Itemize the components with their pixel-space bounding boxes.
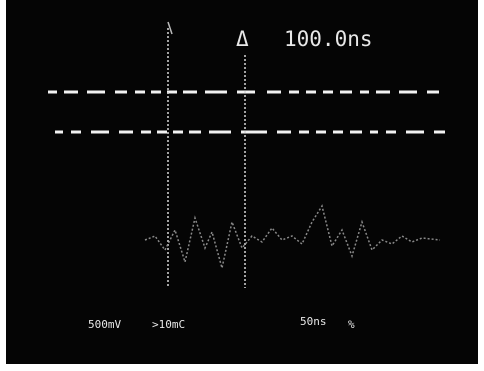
time-div: 50ns [300, 315, 327, 328]
delta-time: 100.0ns [284, 27, 373, 51]
screen-background [6, 0, 478, 364]
delta-symbol: Δ [236, 27, 249, 51]
channel-info: >10mC [152, 318, 185, 331]
analog-trace [144, 204, 441, 269]
mode-symbol: % [348, 318, 355, 331]
cursor-marker [167, 21, 173, 35]
volts-div: 500mV [88, 318, 121, 331]
